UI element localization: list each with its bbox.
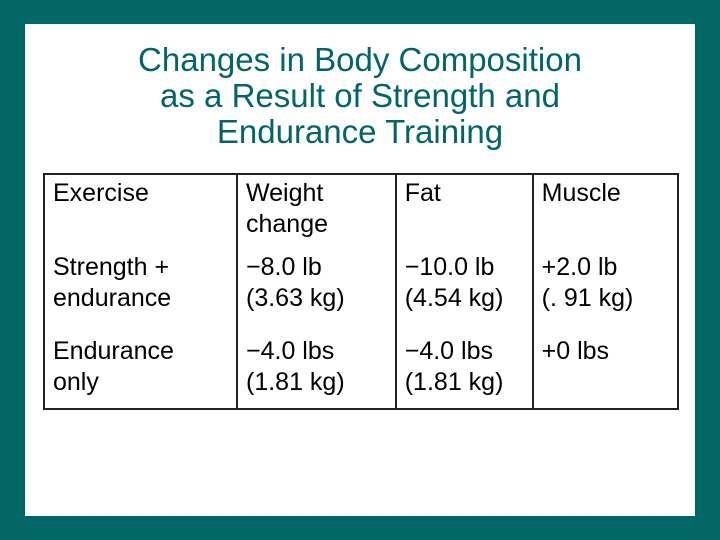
table-header-row: Exercise Weight change Fat Muscle <box>44 174 678 246</box>
title-line-1: Changes in Body Composition <box>138 41 582 78</box>
cell-exercise: Strength + endurance <box>44 246 238 334</box>
header-weight-line-2: change <box>246 210 329 238</box>
cell-exercise-line-1: Endurance <box>53 337 174 365</box>
cell-fat-line-1: −4.0 lbs <box>404 337 493 365</box>
table-row: Endurance only −4.0 lbs (1.81 kg) −4.0 l… <box>44 334 678 409</box>
cell-exercise-line-2: endurance <box>53 284 172 312</box>
cell-weight-line-1: −4.0 lbs <box>246 337 335 365</box>
cell-muscle-line-1: +0 lbs <box>541 337 610 365</box>
slide-title: Changes in Body Composition as a Result … <box>25 42 695 150</box>
slide: Changes in Body Composition as a Result … <box>25 24 695 516</box>
header-exercise-label: Exercise <box>53 179 149 207</box>
cell-exercise-line-1: Strength + <box>53 253 170 281</box>
table-row: Strength + endurance −8.0 lb (3.63 kg) −… <box>44 246 678 334</box>
header-weight-change: Weight change <box>237 174 397 246</box>
cell-fat: −4.0 lbs (1.81 kg) <box>395 334 534 409</box>
cell-weight-change: −8.0 lb (3.63 kg) <box>237 246 397 334</box>
header-weight-line-1: Weight <box>246 179 324 207</box>
cell-weight-line-2: (1.81 kg) <box>246 368 345 396</box>
cell-fat: −10.0 lb (4.54 kg) <box>395 246 534 334</box>
cell-exercise-line-2: only <box>53 368 99 396</box>
cell-weight-line-1: −8.0 lb <box>246 253 322 281</box>
cell-fat-line-2: (1.81 kg) <box>404 368 504 396</box>
cell-fat-line-1: −10.0 lb <box>404 253 495 281</box>
cell-weight-line-2: (3.63 kg) <box>246 284 345 312</box>
cell-fat-line-2: (4.54 kg) <box>404 284 504 312</box>
header-fat-label: Fat <box>404 179 441 207</box>
title-line-3: Endurance Training <box>216 113 504 150</box>
header-fat: Fat <box>395 174 534 246</box>
cell-muscle-line-1: +2.0 lb <box>541 253 618 281</box>
header-exercise: Exercise <box>44 174 238 246</box>
header-muscle-label: Muscle <box>541 179 621 207</box>
cell-exercise: Endurance only <box>44 334 238 409</box>
body-composition-table: Exercise Weight change Fat Muscle Streng… <box>43 173 679 410</box>
cell-muscle: +2.0 lb (. 91 kg) <box>533 246 678 334</box>
cell-muscle: +0 lbs <box>533 334 678 409</box>
title-line-2: as a Result of Strength and <box>160 77 560 114</box>
cell-weight-change: −4.0 lbs (1.81 kg) <box>237 334 397 409</box>
header-muscle: Muscle <box>533 174 678 246</box>
cell-muscle-line-2: (. 91 kg) <box>541 284 634 312</box>
